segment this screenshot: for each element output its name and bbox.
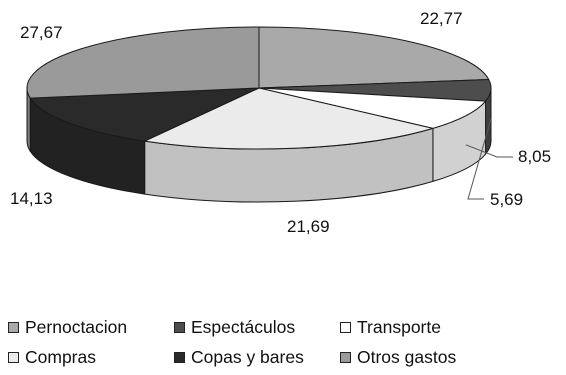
legend-label: Espectáculos	[191, 316, 296, 337]
legend-item-compras: Compras	[8, 347, 174, 368]
data-label-pernoctacion: 22,77	[420, 9, 463, 28]
legend-swatch	[174, 321, 185, 333]
leader-line-espectaculos	[467, 119, 492, 200]
legend-item-pernoctacion: Pernoctacion	[8, 317, 174, 338]
pie-slice-compras	[144, 87, 434, 150]
leader-lines	[465, 119, 513, 200]
data-label-otros-gastos: 27,67	[20, 23, 63, 42]
legend: Pernoctacion Espectáculos Transporte Com…	[8, 312, 564, 372]
pie-slice-transporte	[258, 87, 487, 129]
data-label-transporte: 8,05	[518, 147, 551, 166]
legend-swatch	[8, 321, 19, 333]
leader-line-transporte	[465, 144, 513, 158]
legend-swatch	[340, 351, 351, 363]
legend-label: Pernoctacion	[25, 316, 128, 337]
legend-label: Transporte	[357, 316, 441, 337]
legend-row: Compras Copas y bares Otros gastos	[8, 342, 564, 372]
data-label-compras: 21,69	[287, 217, 330, 236]
legend-item-otros-gastos: Otros gastos	[340, 347, 456, 368]
legend-swatch	[174, 351, 185, 363]
pie-sides	[26, 87, 492, 203]
data-label-copas-y-bares: 14,13	[10, 189, 53, 208]
legend-label: Compras	[25, 346, 96, 367]
legend-row: Pernoctacion Espectáculos Transporte	[8, 312, 564, 342]
legend-swatch	[340, 321, 351, 333]
legend-item-espectaculos: Espectáculos	[174, 317, 340, 338]
legend-swatch	[8, 351, 19, 363]
legend-item-transporte: Transporte	[340, 317, 441, 338]
data-label-espectaculos: 5,69	[490, 190, 523, 209]
pie-slice-pernoctacion	[258, 26, 490, 89]
pie-slice-copas-y-bares	[29, 87, 260, 142]
pie-tops	[26, 26, 492, 150]
legend-item-copas-y-bares: Copas y bares	[174, 347, 340, 368]
pie-slice-otros-gastos	[26, 26, 260, 99]
legend-label: Copas y bares	[191, 346, 304, 367]
legend-label: Otros gastos	[357, 346, 457, 367]
